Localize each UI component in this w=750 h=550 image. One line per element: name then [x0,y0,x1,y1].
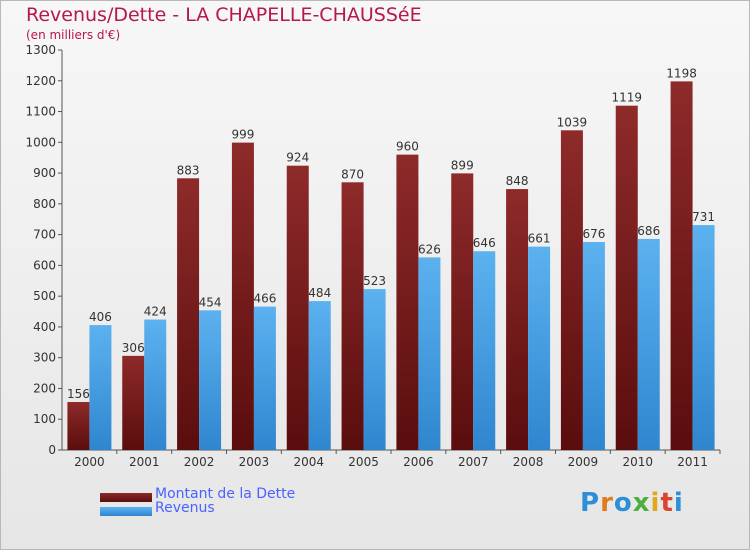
data-label-revenus: 626 [418,242,441,256]
bar-dette [615,105,638,450]
data-label-dette: 1039 [557,115,588,129]
x-tick-label: 2005 [348,455,379,469]
bar-revenus [308,301,331,450]
data-label-revenus: 484 [308,286,331,300]
data-label-revenus: 731 [692,210,715,224]
legend-label-dette: Montant de la Dette [155,486,296,502]
bar-revenus [473,251,496,450]
x-tick-label: 2004 [293,455,324,469]
data-label-revenus: 646 [473,236,496,250]
data-label-dette: 1119 [611,91,642,105]
bar-revenus [637,238,660,450]
bar-dette [122,355,145,450]
data-label-revenus: 523 [363,274,386,288]
bar-dette [286,165,309,450]
legend-swatch-dette [100,493,152,502]
bar-dette [177,178,200,451]
x-tick-label: 2008 [513,455,544,469]
y-tick-label: 300 [33,351,56,365]
bar-dette [560,130,583,451]
data-label-revenus: 406 [89,310,112,324]
y-tick-label: 200 [33,381,56,395]
bar-dette [451,173,474,450]
x-tick-label: 2002 [184,455,215,469]
x-tick-label: 2011 [677,455,708,469]
x-tick-label: 2003 [239,455,270,469]
bar-revenus [528,246,551,450]
y-tick-label: 1200 [25,74,56,88]
y-tick-label: 600 [33,258,56,272]
data-label-dette: 924 [286,151,309,165]
bar-dette [396,154,419,450]
bar-revenus [363,289,386,450]
data-label-revenus: 454 [199,295,222,309]
data-label-dette: 1198 [666,66,697,80]
bar-revenus [253,306,276,450]
data-label-revenus: 676 [582,227,605,241]
x-tick-label: 2001 [129,455,160,469]
y-tick-label: 800 [33,197,56,211]
bar-dette [506,189,529,451]
bar-dette [231,142,254,450]
y-tick-label: 1000 [25,135,56,149]
data-label-dette: 848 [506,174,529,188]
data-label-revenus: 466 [253,292,276,306]
x-tick-label: 2000 [74,455,105,469]
y-tick-label: 900 [33,166,56,180]
x-tick-label: 2010 [622,455,653,469]
bar-revenus [199,310,222,450]
data-label-dette: 870 [341,167,364,181]
data-label-revenus: 686 [637,224,660,238]
data-label-dette: 883 [177,163,200,177]
bar-revenus [582,242,605,450]
chart-title: Revenus/Dette - LA CHAPELLE-CHAUSSéE [26,4,422,26]
data-label-revenus: 661 [528,232,551,246]
data-label-dette: 306 [122,341,145,355]
data-label-dette: 899 [451,158,474,172]
proxiti-logo: Proxiti [580,488,684,518]
y-tick-label: 500 [33,289,56,303]
y-tick-label: 100 [33,412,56,426]
bar-revenus [418,257,441,450]
y-tick-label: 700 [33,228,56,242]
y-tick-label: 1300 [25,43,56,57]
y-tick-label: 0 [48,443,56,457]
bar-dette [341,182,364,451]
chart-subtitle: (en milliers d'€) [26,28,121,42]
bar-dette [670,81,693,450]
bar-revenus [144,319,167,450]
data-label-dette: 156 [67,387,90,401]
x-tick-label: 2007 [458,455,489,469]
bar-revenus [89,325,112,450]
legend-label-revenus: Revenus [155,500,215,516]
legend-swatch-revenus [100,507,152,516]
data-label-revenus: 424 [144,305,167,319]
data-label-dette: 960 [396,140,419,154]
x-tick-label: 2006 [403,455,434,469]
y-tick-label: 400 [33,320,56,334]
bar-revenus [692,225,715,450]
x-tick-label: 2009 [568,455,599,469]
y-tick-label: 1100 [25,105,56,119]
bar-dette [67,402,90,450]
data-label-dette: 999 [231,128,254,142]
